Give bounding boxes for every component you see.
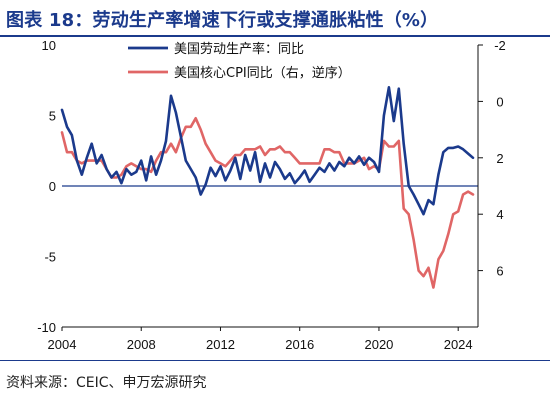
right-tick-label: 2 — [496, 151, 503, 166]
right-tick-label: 0 — [496, 94, 503, 109]
productivity-series-line — [60, 86, 475, 216]
legend-label: 美国核心CPI同比（右，逆序） — [174, 65, 351, 81]
source-divider — [0, 360, 550, 361]
x-tick-label: 2004 — [48, 337, 77, 352]
title-divider — [0, 35, 550, 37]
left-tick-label: 0 — [49, 179, 56, 194]
left-tick-label: -5 — [44, 250, 56, 265]
x-tick-label: 2016 — [285, 337, 314, 352]
right-tick-label: 4 — [496, 207, 503, 222]
left-tick-label: 10 — [42, 38, 56, 53]
x-tick-label: 2008 — [127, 337, 156, 352]
legend-label: 美国劳动生产率：同比 — [174, 41, 304, 57]
figure-title: 图表 18：劳动生产率增速下行或支撑通胀粘性（%） — [6, 10, 439, 31]
core-cpi-series-line — [60, 117, 475, 289]
source-note: 资料来源：CEIC、申万宏源研究 — [6, 375, 207, 391]
x-tick-label: 2020 — [364, 337, 393, 352]
x-tick-label: 2012 — [206, 337, 235, 352]
right-tick-label: -2 — [494, 38, 506, 53]
right-tick-label: 6 — [496, 264, 503, 279]
x-tick-label: 2024 — [444, 337, 473, 352]
left-tick-label: 5 — [49, 109, 56, 124]
left-tick-label: -10 — [37, 320, 56, 335]
